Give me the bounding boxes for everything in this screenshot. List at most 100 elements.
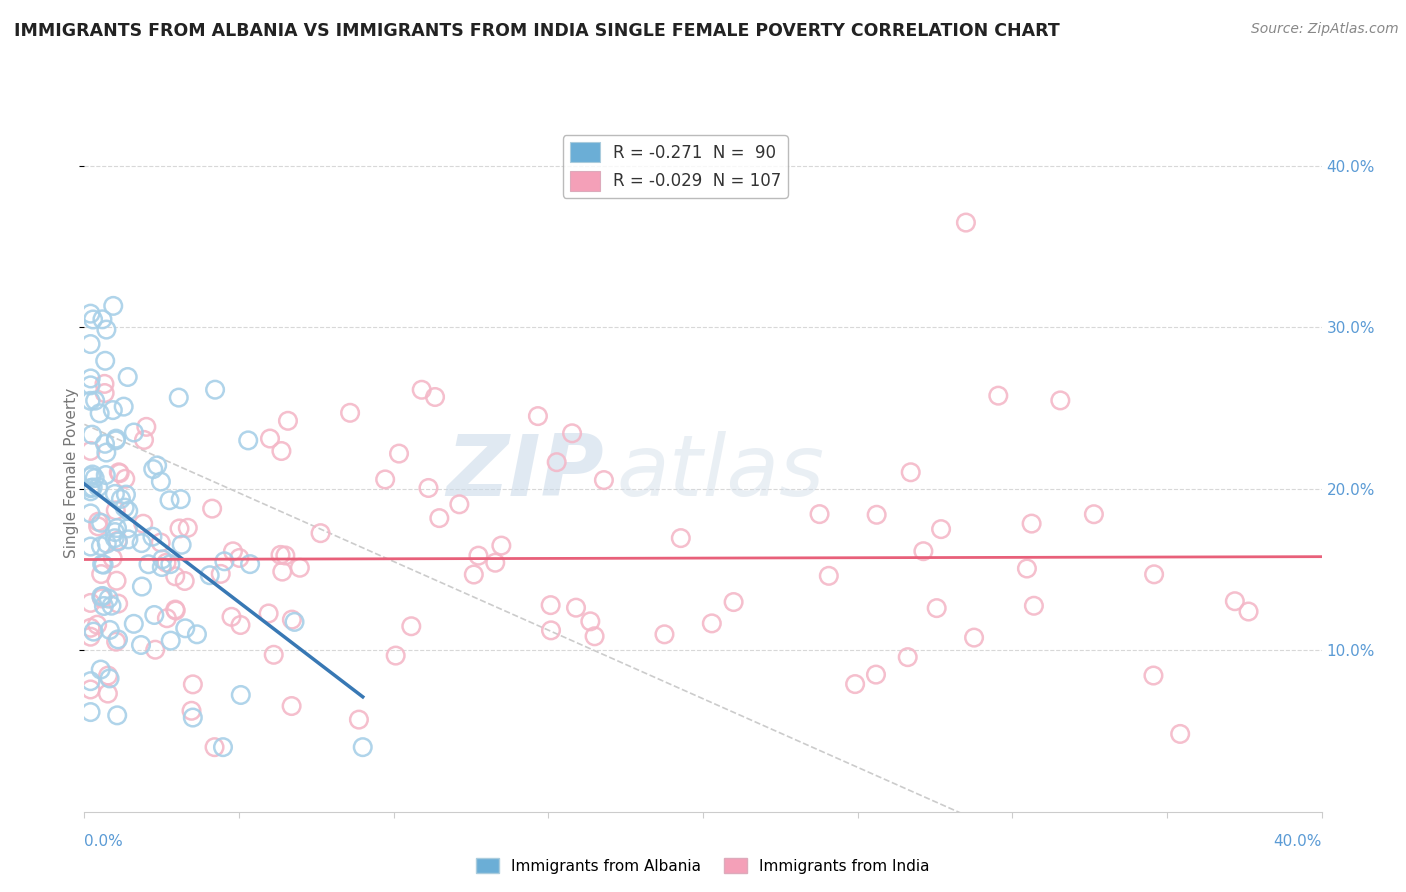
Point xyxy=(222,544,245,558)
Point xyxy=(149,535,172,549)
Point xyxy=(257,607,280,621)
Point xyxy=(105,574,128,588)
Point xyxy=(91,558,114,572)
Point xyxy=(180,704,202,718)
Point xyxy=(212,740,235,755)
Point xyxy=(141,530,163,544)
Point xyxy=(80,469,103,483)
Point xyxy=(411,383,433,397)
Point xyxy=(105,634,128,648)
Point xyxy=(79,682,101,697)
Point xyxy=(90,539,112,553)
Point xyxy=(527,409,550,423)
Point xyxy=(132,516,155,531)
Point xyxy=(186,627,208,641)
Point xyxy=(865,667,887,681)
Point xyxy=(174,621,197,635)
Point xyxy=(93,599,115,613)
Point xyxy=(1223,594,1246,608)
Text: 0.0%: 0.0% xyxy=(84,834,124,849)
Point xyxy=(929,522,952,536)
Point xyxy=(82,312,104,326)
Point xyxy=(1168,727,1191,741)
Point xyxy=(491,539,513,553)
Point xyxy=(401,619,423,633)
Point xyxy=(122,616,145,631)
Point xyxy=(565,600,588,615)
Point xyxy=(104,524,127,539)
Point xyxy=(94,353,117,368)
Point xyxy=(105,708,128,723)
Point xyxy=(228,551,250,566)
Point xyxy=(117,504,139,518)
Point xyxy=(283,615,305,629)
Point xyxy=(79,378,101,392)
Point xyxy=(110,491,132,506)
Point xyxy=(98,623,121,637)
Point xyxy=(83,624,105,639)
Point xyxy=(138,558,160,572)
Point xyxy=(723,595,745,609)
Point xyxy=(900,465,922,479)
Point xyxy=(143,642,166,657)
Point xyxy=(165,569,187,583)
Point xyxy=(97,668,120,682)
Point xyxy=(540,624,562,638)
Point xyxy=(866,508,889,522)
Point xyxy=(277,414,299,428)
Point xyxy=(352,740,374,755)
Point xyxy=(159,493,181,508)
Point xyxy=(463,567,485,582)
Point xyxy=(79,540,101,554)
Point xyxy=(107,632,129,647)
Point xyxy=(80,427,103,442)
Point xyxy=(700,616,723,631)
Point xyxy=(131,536,153,550)
Point xyxy=(87,480,110,494)
Point xyxy=(146,458,169,473)
Point xyxy=(1142,668,1164,682)
Point xyxy=(79,393,101,408)
Point xyxy=(288,560,311,574)
Point xyxy=(150,552,173,566)
Point xyxy=(156,611,179,625)
Point xyxy=(97,591,120,606)
Point xyxy=(131,580,153,594)
Point xyxy=(142,462,165,476)
Point xyxy=(90,567,112,582)
Point xyxy=(204,740,226,755)
Point xyxy=(159,633,181,648)
Text: Source: ZipAtlas.com: Source: ZipAtlas.com xyxy=(1251,22,1399,37)
Point xyxy=(112,400,135,414)
Point xyxy=(1083,507,1105,521)
Point xyxy=(150,560,173,574)
Point xyxy=(94,468,117,483)
Point xyxy=(1022,599,1045,613)
Point xyxy=(201,501,224,516)
Point xyxy=(143,607,166,622)
Point xyxy=(281,613,304,627)
Point xyxy=(98,672,121,686)
Point xyxy=(82,467,104,482)
Point xyxy=(955,216,977,230)
Point xyxy=(593,473,616,487)
Point xyxy=(89,406,111,420)
Point xyxy=(209,566,232,581)
Point xyxy=(1143,567,1166,582)
Point xyxy=(107,533,129,548)
Point xyxy=(844,677,866,691)
Point xyxy=(107,597,129,611)
Point xyxy=(263,648,285,662)
Point xyxy=(238,434,260,448)
Point xyxy=(167,391,190,405)
Point xyxy=(449,497,471,511)
Point xyxy=(105,432,128,446)
Point xyxy=(669,531,692,545)
Point xyxy=(79,507,101,521)
Point xyxy=(181,710,204,724)
Text: IMMIGRANTS FROM ALBANIA VS IMMIGRANTS FROM INDIA SINGLE FEMALE POVERTY CORRELATI: IMMIGRANTS FROM ALBANIA VS IMMIGRANTS FR… xyxy=(14,22,1060,40)
Point xyxy=(388,447,411,461)
Point xyxy=(96,445,118,459)
Point xyxy=(159,557,181,571)
Point xyxy=(79,630,101,644)
